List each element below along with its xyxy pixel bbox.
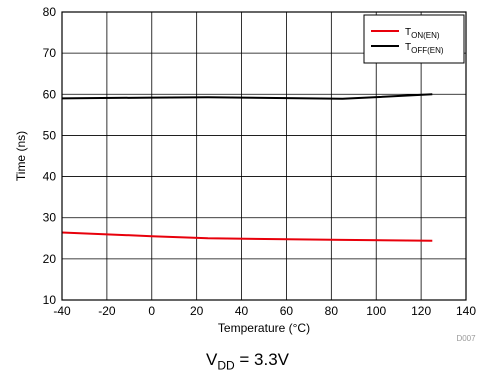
y-tick-label: 50 (43, 128, 57, 142)
series-line-on-en (61, 231, 433, 242)
y-tick-label: 30 (43, 211, 57, 225)
legend-box (363, 14, 465, 64)
x-tick-label: 80 (325, 304, 339, 318)
y-tick-label: 80 (43, 5, 57, 19)
x-tick-label: 0 (148, 304, 155, 318)
y-tick-label: 10 (43, 293, 57, 307)
plot-frame (61, 11, 467, 301)
series-lines (61, 93, 433, 242)
legend-label-ton: TON(EN) (405, 27, 440, 40)
y-axis-label: Time (ns) (14, 131, 28, 181)
tick-labels: -40 -20 0 20 40 60 80 100 120 140 10 20 30 40 50 60 70 80 (43, 5, 477, 318)
chart-caption: VDD = 3.3V (0, 350, 495, 372)
legend: TON(EN) TOFF(EN) (363, 14, 465, 64)
legend-label-toff: TOFF(EN) (405, 42, 444, 55)
x-tick-label: 100 (366, 304, 386, 318)
x-tick-label: 20 (190, 304, 204, 318)
figure-id: D007 (456, 334, 476, 343)
caption-suffix: = 3.3V (234, 350, 290, 369)
y-tick-label: 20 (43, 252, 57, 266)
x-tick-label: -20 (98, 304, 116, 318)
x-tick-label: 120 (411, 304, 431, 318)
caption-subscript: DD (217, 358, 235, 373)
x-axis-label: Temperature (°C) (218, 321, 310, 335)
y-tick-label: 70 (43, 46, 57, 60)
x-tick-label: 40 (235, 304, 249, 318)
caption-main: V (205, 350, 218, 369)
x-tick-label: -40 (53, 304, 71, 318)
x-tick-label: 140 (456, 304, 476, 318)
x-tick-label: 60 (280, 304, 294, 318)
y-tick-label: 60 (43, 87, 57, 101)
y-tick-label: 40 (43, 170, 57, 184)
series-line-off-en (61, 93, 433, 100)
